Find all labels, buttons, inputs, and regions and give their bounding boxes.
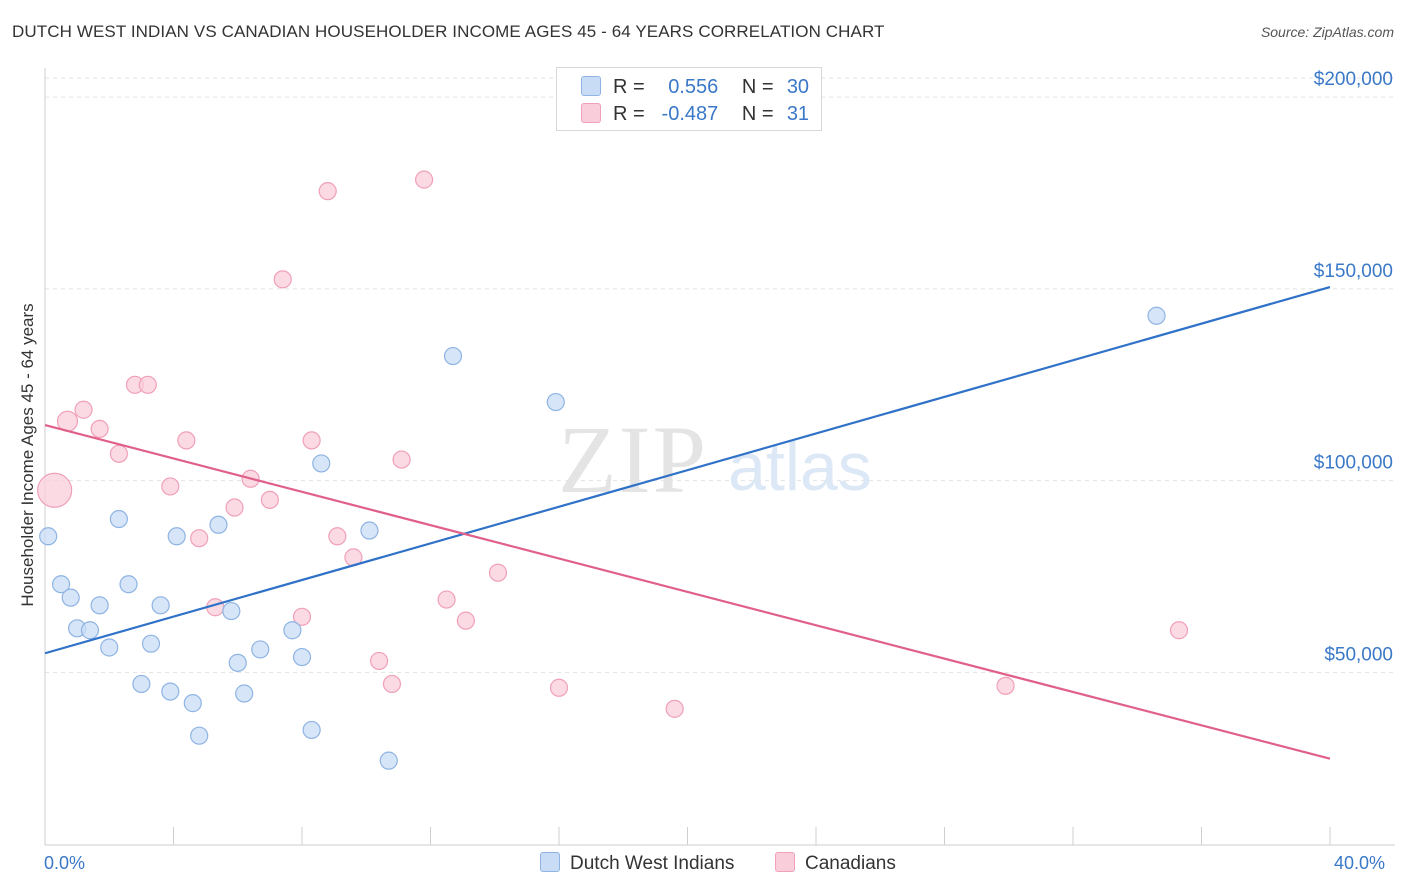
canadians-point [74,400,93,419]
dutch-west-indians-point [235,684,254,703]
series-swatch-blue [540,852,560,872]
dutch-west-indians-point [90,596,109,615]
canadians-point [456,611,475,630]
correlation-legend: R = 0.556 N = 30 R = -0.487 N = 31 [556,67,822,131]
canadians-point [318,182,337,201]
legend-swatch-pink [581,103,601,123]
dutch-west-indians-point [109,509,128,529]
canadians-point [665,699,684,718]
legend-r-label: R = [613,76,645,98]
canadians-point [90,419,109,439]
legend-r-label: R = [613,103,645,125]
legend-r-value: 0.556 [668,76,719,98]
dutch-west-indians-point [546,392,565,412]
x-tick-label-max: 40.0% [1334,853,1386,873]
canadians-point [138,375,157,394]
dutch-west-indians-point [228,653,247,672]
dutch-west-indians-point [209,515,228,534]
series-name: Canadians [805,853,896,874]
canadians-point [37,472,73,508]
legend-swatch-blue [581,76,601,96]
dutch-west-indians-point [51,575,71,594]
y-tick-label: $150,000 [1314,261,1393,282]
canadians-point [382,674,402,694]
canadians-point [392,450,411,469]
watermark-zip: ZIP [558,406,708,513]
axis-layer [44,68,1395,846]
canadians-point [109,444,128,463]
dutch-west-indians-point [222,601,241,621]
dutch-west-indians-point [183,694,202,713]
canadians-point [225,498,244,517]
legend-r-value: -0.487 [661,103,719,125]
series-legend-canadians: Canadians [775,852,896,875]
legend-n-value: 31 [786,103,810,125]
y-tick-label: $200,000 [1314,69,1393,90]
canadians-point [437,590,456,609]
dutch-west-indians-point [443,346,463,366]
series-name: Dutch West Indians [570,853,735,874]
canadians-point [190,529,209,548]
dutch-west-indians-point [61,588,80,607]
dutch-west-indians-point [360,521,379,540]
y-tick-label: $50,000 [1324,644,1393,665]
dutch-west-indians-point [161,682,180,701]
dutch-west-indians-points [39,306,1166,770]
chart-title: DUTCH WEST INDIAN VS CANADIAN HOUSEHOLDE… [12,22,885,41]
canadians-point [1169,621,1189,640]
dutch-west-indians-point [39,527,58,546]
canadians-point [260,490,279,509]
canadians-point [177,431,196,450]
watermark-atlas: atlas [728,429,872,505]
canadians-point [302,431,321,450]
legend-n-label: N = [741,103,774,125]
dutch-west-indians-point [1147,306,1166,325]
canadians-point [370,651,389,671]
canadians-point [488,563,508,582]
canadians-trend-line [44,424,1331,760]
dutch-west-indians-point [100,638,119,657]
series-swatch-pink [775,852,795,872]
dutch-west-indians-point [167,527,186,546]
canadians-point [161,477,180,496]
dutch-west-indians-point [312,454,331,473]
dutch-west-indians-point [251,640,270,659]
dutch-west-indians-point [132,674,151,694]
dutch-west-indians-point [151,596,170,615]
dutch-west-indians-point [141,634,161,653]
dutch-west-indians-point [190,726,209,745]
source-label: Source: ZipAtlas.com [1260,24,1394,40]
dutch-west-indians-trend-line [44,285,1331,655]
dutch-west-indians-point [119,575,138,594]
legend-row-canadians: R = -0.487 N = 31 [581,103,809,126]
y-tick-labels: $50,000 $100,000 $150,000 $200,000 [1314,69,1393,665]
legend-row-dutch-west-indians: R = 0.556 N = 30 [581,76,809,99]
canadians-point [328,527,347,546]
dutch-west-indians-point [302,720,321,740]
dutch-west-indians-point [80,621,100,640]
canadians-point [292,607,312,626]
trend-lines [44,285,1331,760]
legend-n-value: 30 [786,76,810,98]
legend-n-label: N = [741,76,774,98]
canadians-point [273,270,292,289]
series-legend-dutch-west-indians: Dutch West Indians [540,852,734,875]
grid-layer [45,77,1395,673]
canadians-point [414,170,434,189]
dutch-west-indians-point [283,621,302,640]
canadians-point [996,676,1015,695]
dutch-west-indians-point [379,751,398,770]
y-tick-label: $100,000 [1314,453,1393,474]
canadians-point [549,678,569,697]
x-tick-label-min: 0.0% [44,853,86,873]
dutch-west-indians-point [292,647,312,667]
